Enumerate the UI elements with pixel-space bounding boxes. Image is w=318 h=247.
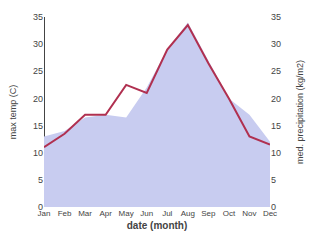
svg-text:med. precipitation (kg/m2): med. precipitation (kg/m2)	[295, 60, 305, 164]
svg-text:30: 30	[271, 39, 281, 49]
svg-text:Apr: Apr	[99, 209, 112, 218]
svg-text:35: 35	[271, 12, 281, 22]
svg-text:10: 10	[271, 148, 281, 158]
svg-text:20: 20	[271, 94, 281, 104]
svg-text:date (month): date (month)	[127, 220, 188, 231]
svg-text:May: May	[119, 209, 134, 218]
svg-text:Jan: Jan	[38, 209, 51, 218]
svg-text:35: 35	[33, 12, 43, 22]
svg-text:5: 5	[38, 175, 43, 185]
svg-text:Jul: Jul	[162, 209, 172, 218]
svg-text:Oct: Oct	[223, 209, 236, 218]
svg-text:Jun: Jun	[140, 209, 153, 218]
svg-text:Aug: Aug	[181, 209, 195, 218]
svg-text:25: 25	[33, 66, 43, 76]
svg-text:Nov: Nov	[242, 209, 256, 218]
svg-text:10: 10	[33, 148, 43, 158]
svg-text:0: 0	[271, 202, 276, 212]
svg-text:25: 25	[271, 66, 281, 76]
svg-text:Dec: Dec	[263, 209, 277, 218]
svg-text:0: 0	[38, 202, 43, 212]
svg-text:Sep: Sep	[201, 209, 216, 218]
svg-text:5: 5	[271, 175, 276, 185]
svg-text:Feb: Feb	[58, 209, 72, 218]
svg-text:Mar: Mar	[78, 209, 92, 218]
svg-text:30: 30	[33, 39, 43, 49]
svg-text:max temp (C): max temp (C)	[8, 85, 18, 140]
svg-text:20: 20	[33, 94, 43, 104]
svg-text:15: 15	[271, 121, 281, 131]
svg-text:15: 15	[33, 121, 43, 131]
